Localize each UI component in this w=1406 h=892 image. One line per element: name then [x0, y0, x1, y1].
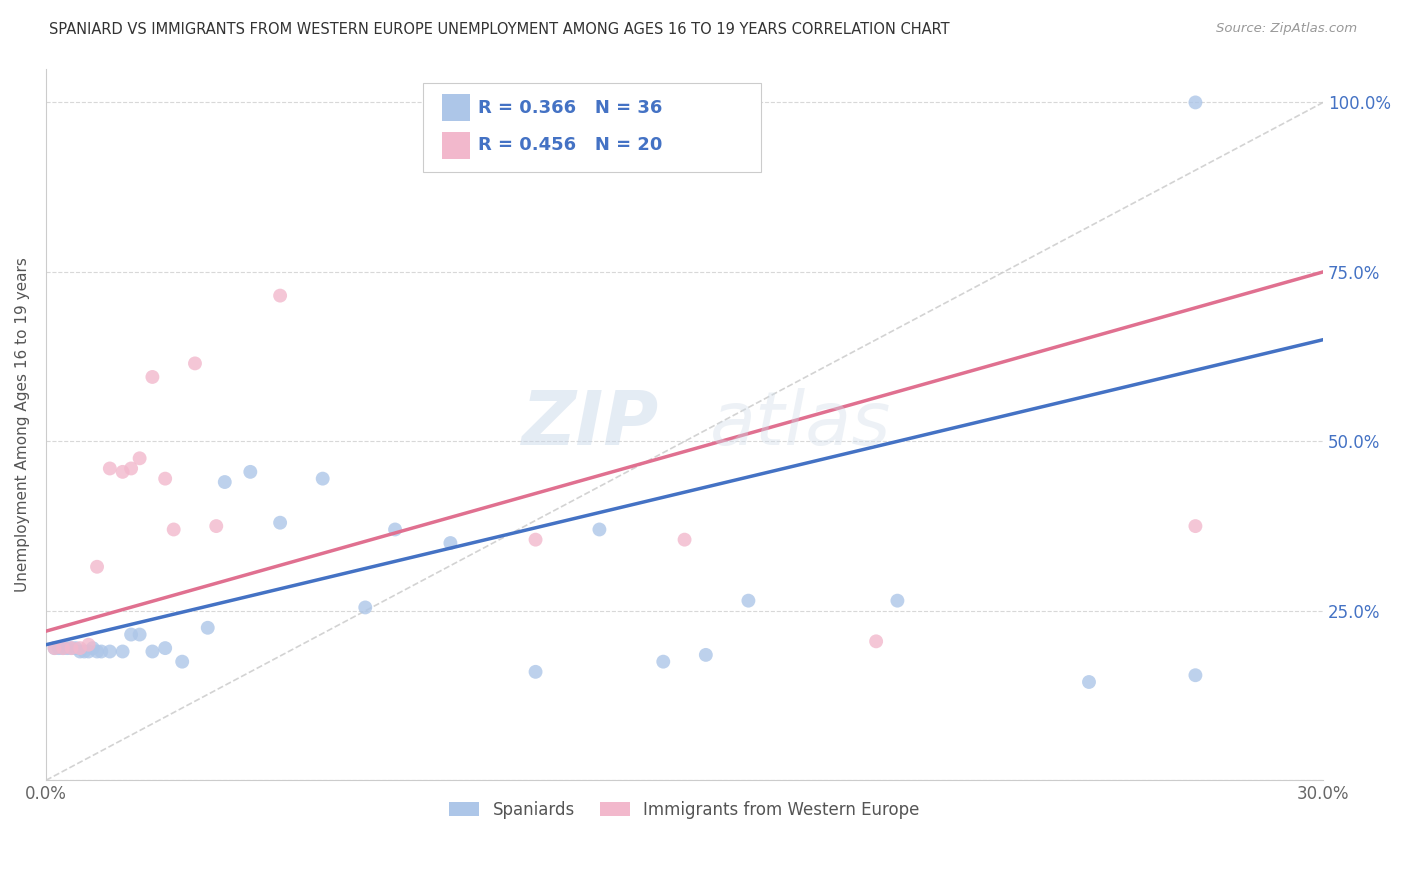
Point [48, 641, 70, 656]
Point [1184, 95, 1206, 110]
Point [439, 536, 461, 550]
Point [69, 644, 91, 658]
Text: SPANIARD VS IMMIGRANTS FROM WESTERN EUROPE UNEMPLOYMENT AMONG AGES 16 TO 19 YEAR: SPANIARD VS IMMIGRANTS FROM WESTERN EURO… [49, 22, 950, 37]
Point [86, 559, 108, 574]
Point [111, 644, 134, 658]
Point [86, 644, 108, 658]
Point [69, 641, 91, 656]
Point [141, 644, 163, 658]
Point [52, 641, 75, 656]
Point [56, 641, 79, 656]
Point [128, 627, 150, 641]
Point [269, 288, 291, 302]
Point [44, 641, 66, 656]
Point [312, 472, 335, 486]
Point [1184, 668, 1206, 682]
Point [184, 356, 207, 370]
Point [865, 634, 887, 648]
Point [588, 523, 610, 537]
Point [172, 655, 194, 669]
Point [111, 465, 134, 479]
Text: atlas: atlas [710, 388, 891, 460]
Point [524, 533, 547, 547]
Point [120, 627, 142, 641]
Text: ZIP: ZIP [522, 388, 659, 461]
FancyBboxPatch shape [423, 83, 761, 172]
Point [673, 533, 696, 547]
Point [695, 648, 717, 662]
Point [737, 593, 759, 607]
Point [128, 451, 150, 466]
Point [239, 465, 262, 479]
Legend: Spaniards, Immigrants from Western Europe: Spaniards, Immigrants from Western Europ… [443, 794, 927, 825]
Point [384, 523, 406, 537]
Point [120, 461, 142, 475]
FancyBboxPatch shape [441, 132, 470, 159]
Text: R = 0.456   N = 20: R = 0.456 N = 20 [478, 136, 662, 154]
Text: R = 0.366   N = 36: R = 0.366 N = 36 [478, 99, 662, 117]
Point [205, 519, 228, 533]
Point [141, 370, 163, 384]
Point [163, 523, 186, 537]
Point [153, 472, 176, 486]
FancyBboxPatch shape [441, 95, 470, 121]
Point [73, 644, 96, 658]
Point [52, 641, 75, 656]
Point [60, 641, 83, 656]
Point [82, 641, 104, 656]
Point [90, 644, 112, 658]
Point [44, 641, 66, 656]
Point [652, 655, 675, 669]
Point [77, 638, 100, 652]
Point [197, 621, 219, 635]
Y-axis label: Unemployment Among Ages 16 to 19 years: Unemployment Among Ages 16 to 19 years [15, 257, 30, 592]
Point [77, 644, 100, 658]
Point [153, 641, 176, 656]
Text: Source: ZipAtlas.com: Source: ZipAtlas.com [1216, 22, 1357, 36]
Point [269, 516, 291, 530]
Point [354, 600, 377, 615]
Point [98, 644, 121, 658]
Point [886, 593, 908, 607]
Point [524, 665, 547, 679]
Point [98, 461, 121, 475]
Point [60, 641, 83, 656]
Point [65, 641, 87, 656]
Point [1078, 675, 1101, 690]
Point [1184, 519, 1206, 533]
Point [214, 475, 236, 489]
